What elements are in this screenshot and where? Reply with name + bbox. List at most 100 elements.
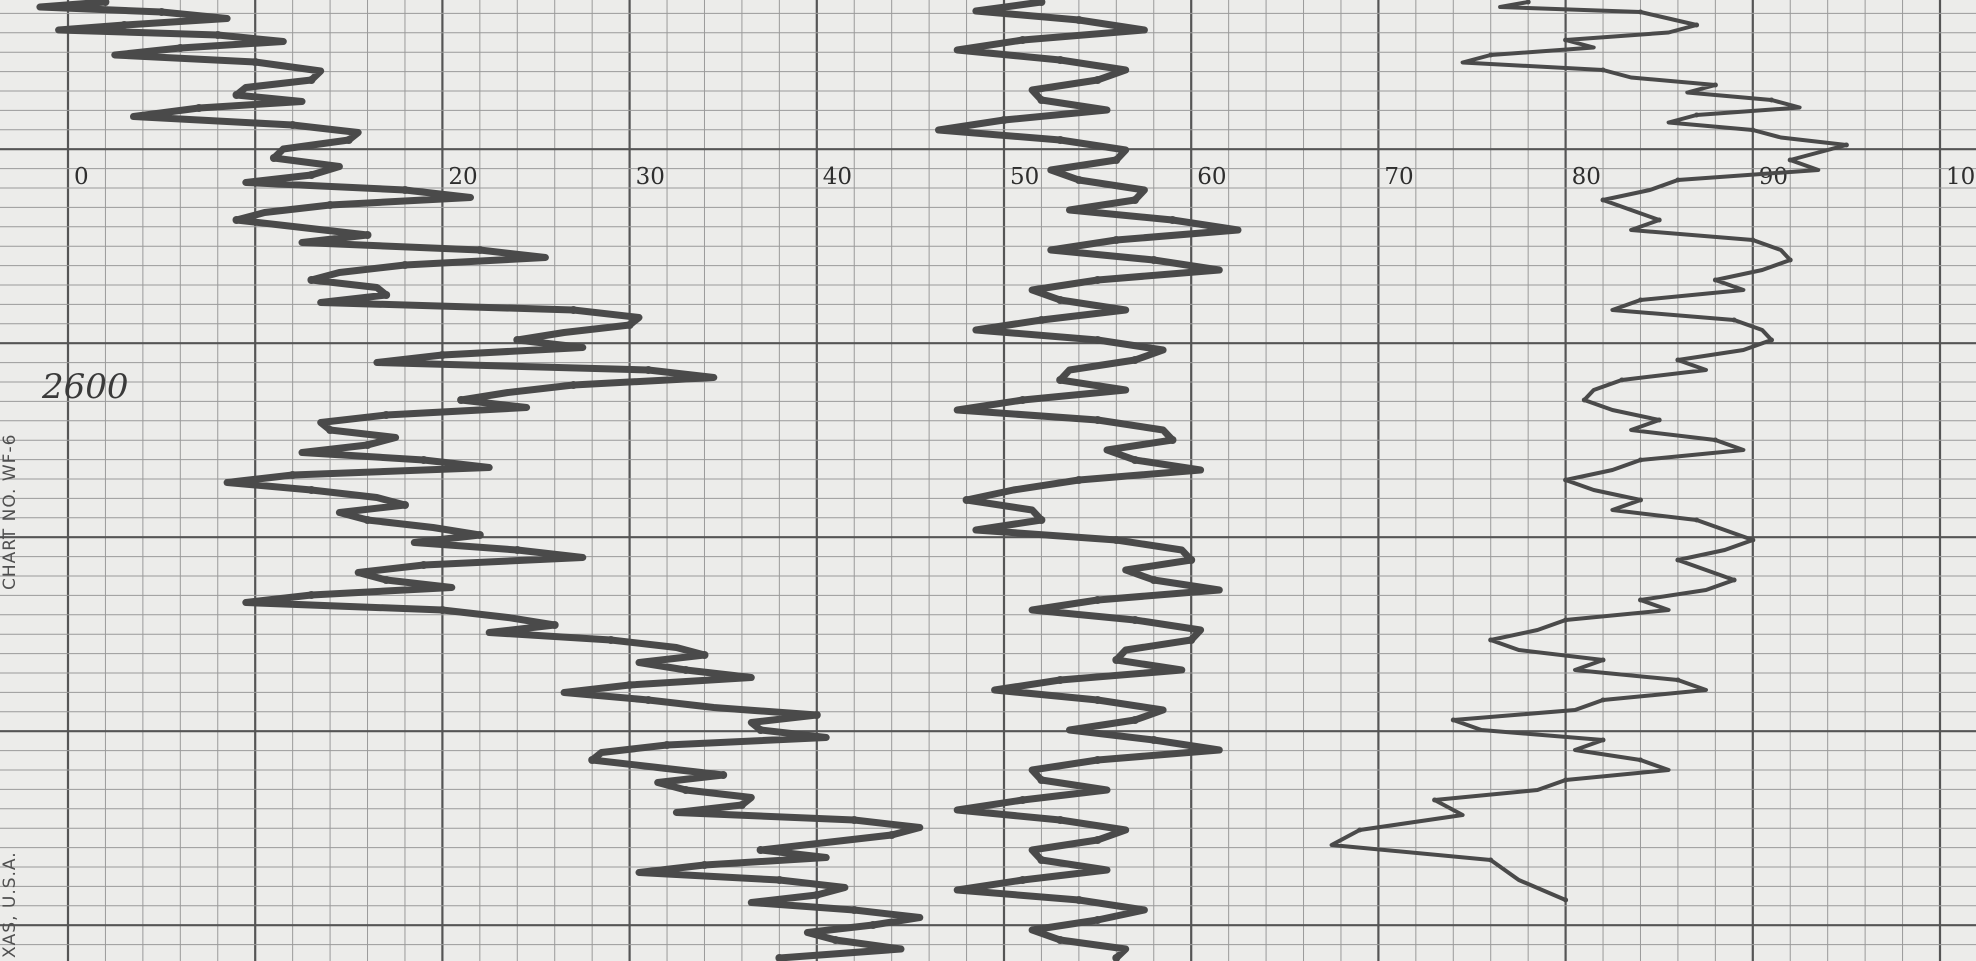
data-point	[213, 31, 222, 39]
data-point	[1712, 82, 1718, 88]
data-point	[176, 44, 185, 52]
data-point	[326, 201, 335, 209]
data-point	[1056, 296, 1065, 304]
x-tick-label: 40	[823, 164, 852, 190]
data-point	[1712, 277, 1718, 283]
data-point	[1168, 436, 1177, 444]
data-point	[288, 121, 297, 129]
data-point	[1581, 397, 1587, 403]
data-point	[1131, 716, 1139, 724]
data-point	[1093, 416, 1102, 424]
x-tick-label: 0	[74, 164, 89, 190]
data-point	[475, 531, 484, 539]
data-point	[1694, 22, 1700, 28]
data-point	[1037, 516, 1046, 524]
data-point	[1694, 112, 1700, 118]
data-point	[1600, 197, 1606, 203]
data-point	[1112, 656, 1121, 664]
data-point	[775, 954, 784, 961]
data-point	[195, 104, 203, 112]
origin-label: XAS, U.S.A.	[0, 851, 20, 958]
data-point	[1112, 156, 1121, 164]
data-point	[1112, 236, 1121, 244]
data-point	[363, 231, 372, 239]
data-point	[1619, 377, 1625, 383]
data-point	[1149, 576, 1158, 584]
data-point	[1600, 657, 1606, 663]
data-point	[1018, 796, 1027, 804]
data-point	[1074, 476, 1083, 484]
data-point	[719, 771, 728, 779]
data-point	[1093, 336, 1102, 344]
data-point	[1488, 857, 1494, 863]
data-point	[1450, 717, 1456, 723]
data-point	[569, 306, 578, 314]
data-point	[307, 591, 316, 599]
data-point	[1074, 176, 1083, 184]
data-point	[1843, 142, 1849, 148]
data-point	[1018, 396, 1027, 404]
data-point	[1131, 356, 1139, 364]
data-point	[625, 321, 634, 329]
data-point	[307, 276, 316, 284]
data-point	[307, 486, 316, 494]
data-point	[120, 21, 129, 29]
data-point	[1093, 696, 1102, 704]
data-point	[1600, 697, 1606, 703]
data-point	[1656, 417, 1662, 423]
data-point	[1750, 127, 1756, 133]
data-point	[1600, 737, 1606, 743]
data-point	[1787, 257, 1793, 263]
x-tick-label: 60	[1197, 164, 1226, 190]
data-point	[307, 76, 316, 84]
data-point	[1525, 0, 1531, 5]
data-point	[737, 801, 746, 809]
data-point	[1675, 557, 1681, 563]
data-point	[269, 154, 278, 162]
data-point	[1638, 757, 1643, 763]
data-point	[1638, 597, 1643, 603]
data-point	[1731, 317, 1737, 323]
data-point	[1018, 36, 1027, 44]
data-point	[1750, 537, 1756, 543]
data-point	[1074, 16, 1083, 24]
data-point	[101, 0, 110, 6]
x-tick-label: 50	[1010, 164, 1039, 190]
data-point	[288, 471, 297, 479]
data-point	[1000, 116, 1008, 124]
data-point	[438, 606, 447, 614]
data-point	[550, 621, 559, 629]
data-point	[756, 846, 765, 854]
data-point	[307, 171, 316, 179]
data-point	[1168, 216, 1177, 224]
data-point	[1131, 616, 1139, 624]
data-point	[1187, 636, 1196, 644]
data-point	[513, 546, 522, 554]
data-point	[382, 291, 391, 299]
data-point	[1056, 816, 1065, 824]
data-point	[1563, 37, 1569, 43]
data-point	[1056, 676, 1065, 684]
data-point	[438, 351, 447, 359]
x-tick-label: 100	[1946, 164, 1976, 190]
data-point	[1357, 827, 1363, 833]
data-point	[681, 666, 690, 674]
data-point	[1131, 456, 1139, 464]
data-point	[1769, 97, 1774, 103]
data-point	[869, 921, 877, 929]
data-point	[157, 8, 166, 16]
data-point	[681, 786, 690, 794]
data-point	[1563, 897, 1569, 903]
data-point	[1093, 916, 1102, 924]
x-tick-label: 20	[448, 164, 477, 190]
data-point	[1149, 256, 1158, 264]
data-point	[1638, 497, 1643, 503]
data-point	[1488, 52, 1494, 58]
data-point	[1093, 756, 1102, 764]
x-tick-label: 80	[1572, 164, 1601, 190]
data-point	[1638, 297, 1643, 303]
data-point	[1656, 217, 1662, 223]
x-tick-label: 90	[1759, 164, 1788, 190]
